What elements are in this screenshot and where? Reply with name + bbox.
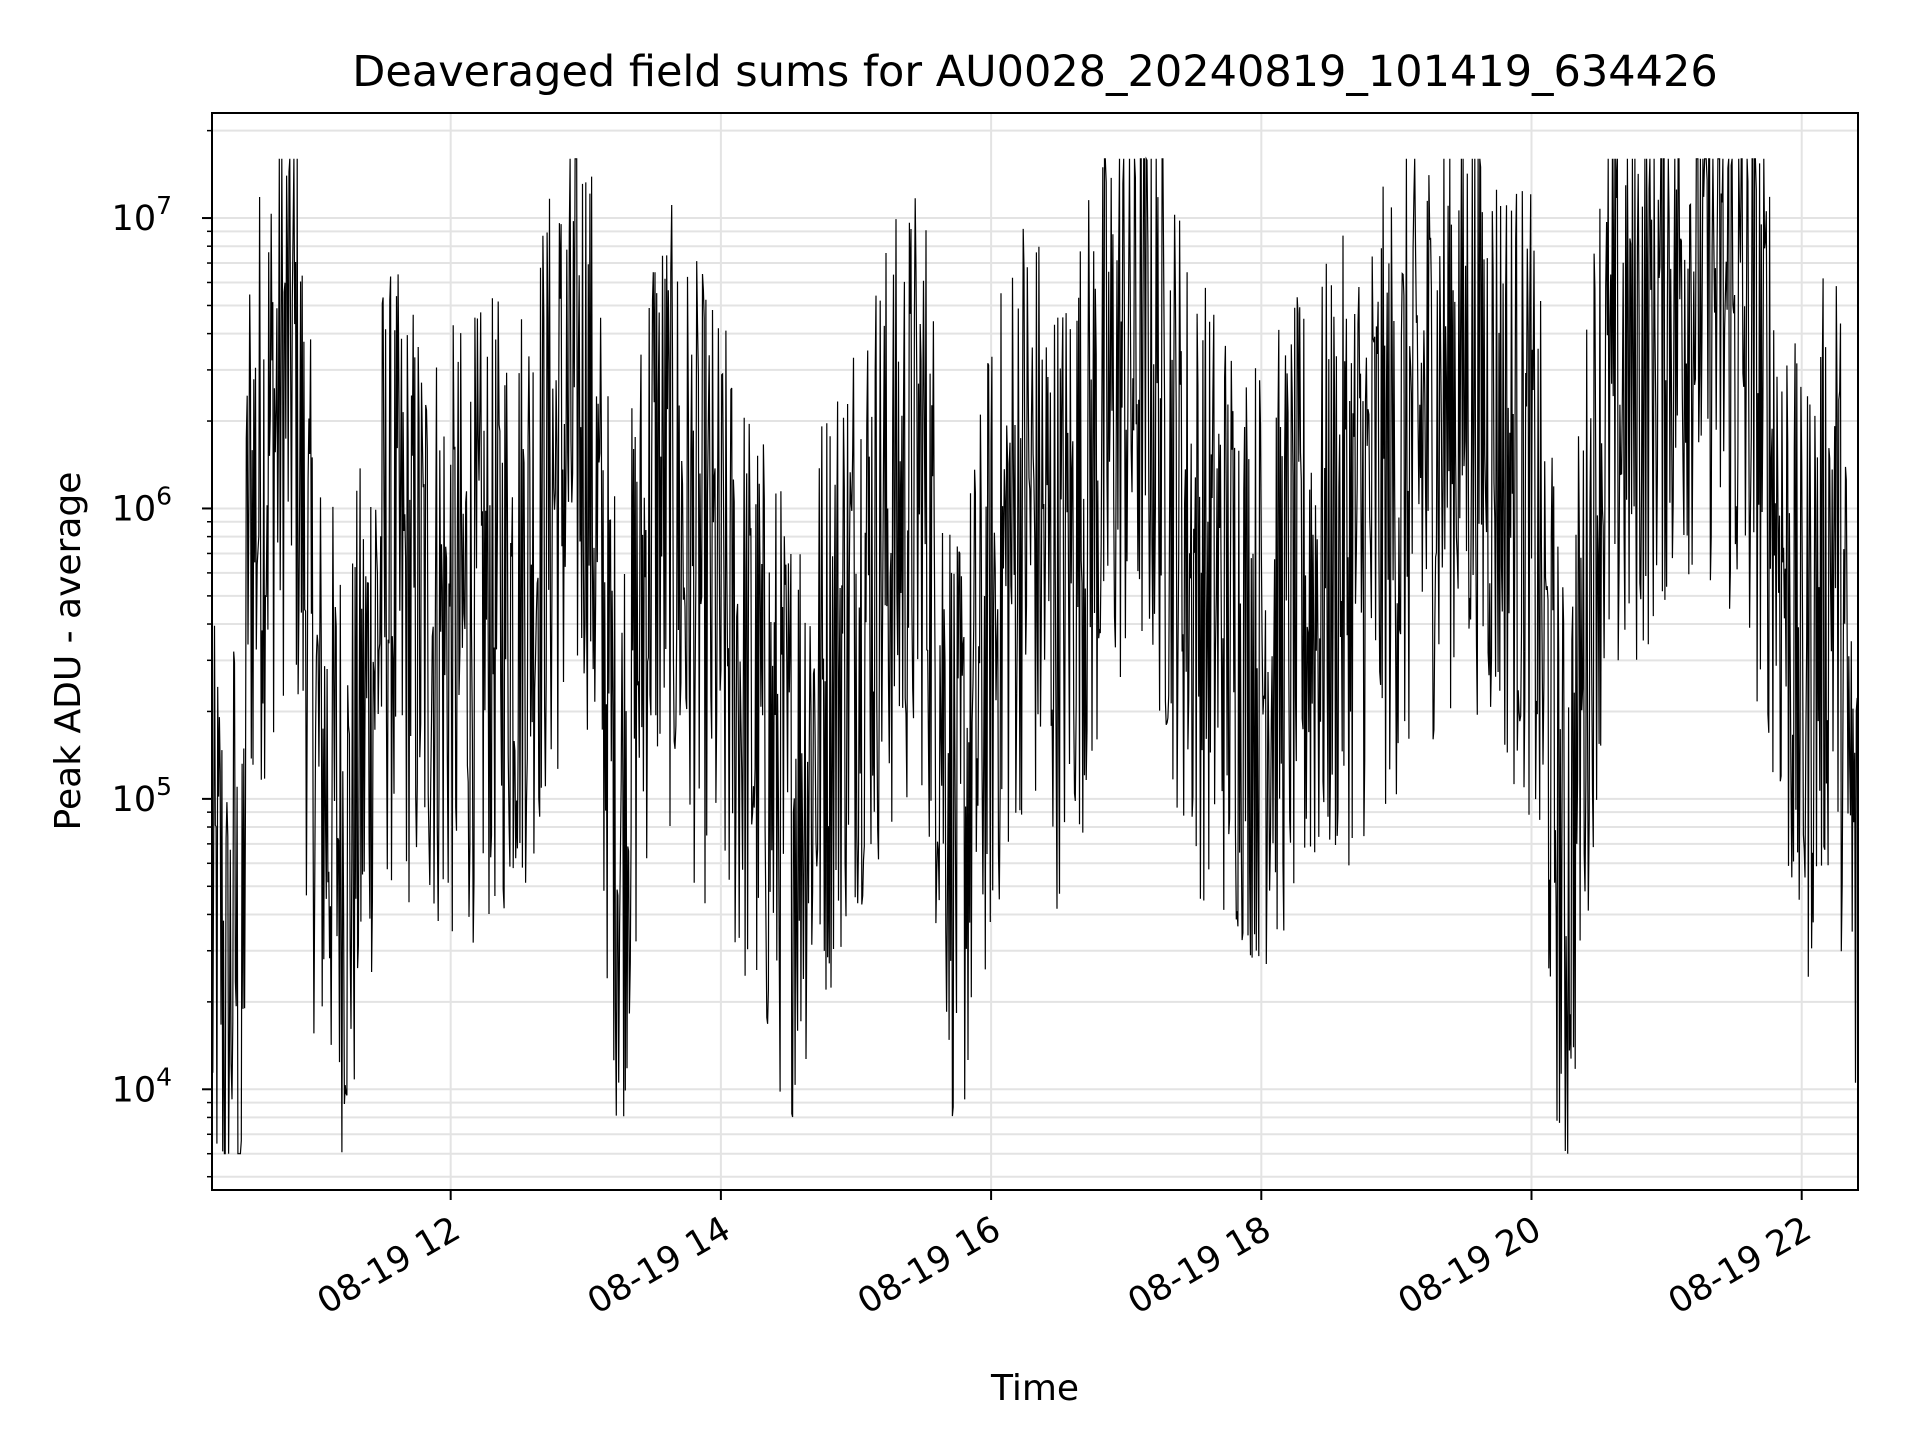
series-path [211,156,1859,1155]
y-tick-label: 107 [112,191,172,239]
x-axis-label: Time [990,1368,1079,1409]
y-tick-label: 105 [112,772,172,820]
plot-frame [211,112,1859,1191]
y-tick-label: 104 [112,1062,172,1110]
y-axis-label: Peak ADU - average [48,472,89,831]
chart-title: Deaveraged field sums for AU0028_2024081… [352,47,1717,97]
y-tick-label: 106 [112,481,172,529]
y-axis-ticks: 104 105 106 107 [112,129,212,1178]
series-line [211,156,1859,1155]
